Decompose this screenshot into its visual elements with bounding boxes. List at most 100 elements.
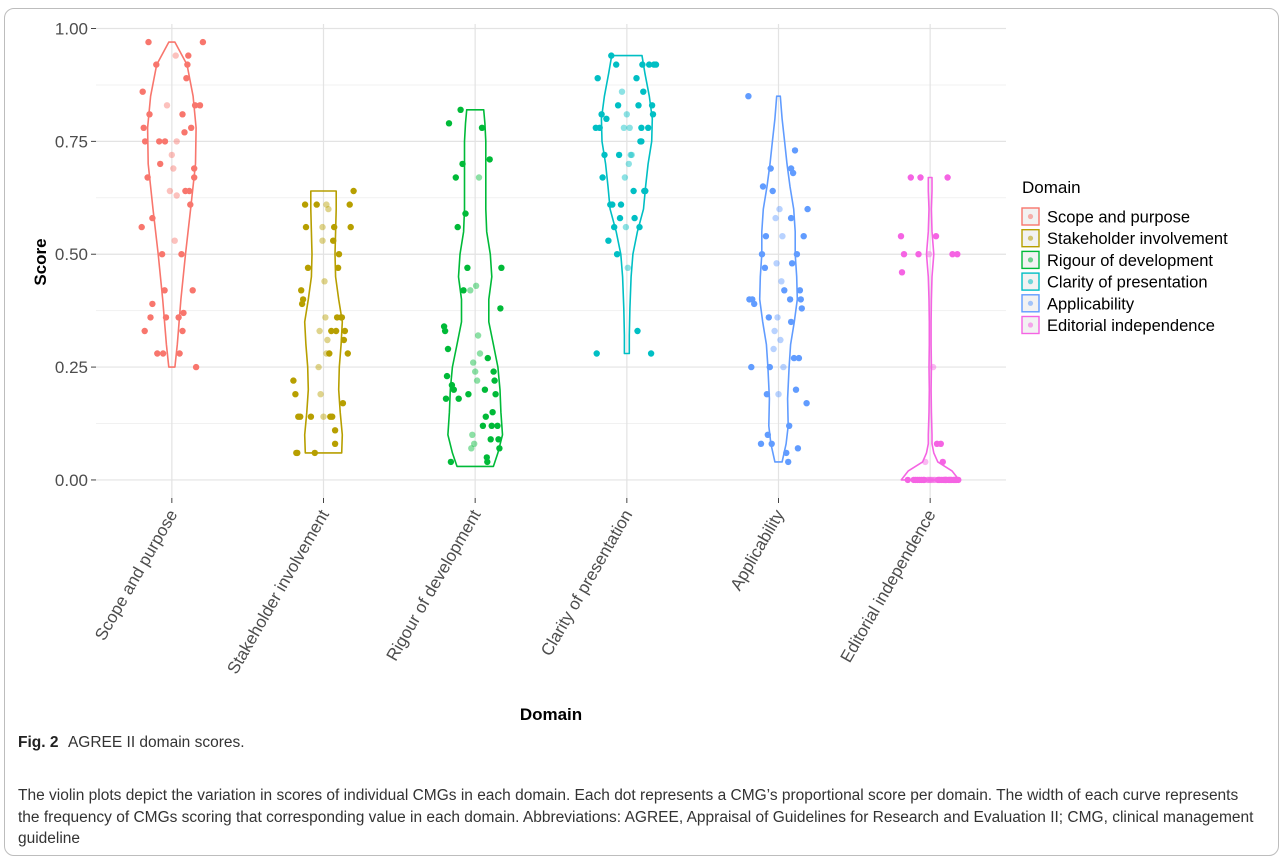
data-point [771,327,778,335]
x-axis: Scope and purpose Stakeholder involvement… [91,498,940,677]
data-point [487,436,494,443]
data-point [465,391,472,398]
data-point [304,264,312,271]
data-point [444,345,452,353]
legend-key-dot [1027,235,1034,241]
data-point [442,395,450,402]
legend-label: Editorial independence [1047,317,1215,335]
y-tick-label: 0.75 [55,132,88,151]
data-point [645,124,652,131]
data-point [328,327,335,335]
data-point [460,287,467,294]
data-point [292,391,299,398]
plot-panel [96,24,1006,498]
x-tick-label: Stakeholder involvement [223,506,333,677]
data-point [628,151,635,159]
data-point [290,377,297,384]
data-point [633,75,640,82]
y-tick-label: 0.00 [55,471,88,490]
data-point [770,345,777,353]
data-point [792,386,800,393]
data-point [191,102,199,109]
legend-title: Domain [1022,178,1081,197]
data-point [340,336,348,344]
data-point [299,296,307,303]
data-point [955,476,962,484]
data-point [153,61,160,68]
data-point [639,61,646,68]
data-point [764,431,771,438]
data-point [768,440,775,447]
data-point [140,124,147,131]
data-point [766,363,773,371]
data-point [495,436,502,443]
x-tick-label: Scope and purpose [91,507,181,644]
violin-layer [146,41,960,481]
data-point [484,354,491,362]
data-point [915,251,922,258]
data-point [334,264,342,271]
data-point [315,363,322,371]
data-point [445,120,453,127]
data-point [183,75,190,82]
data-point [335,251,343,258]
data-point [468,445,475,452]
data-point [649,111,657,118]
data-point [321,278,328,285]
data-point [898,269,906,276]
data-point [454,223,461,231]
data-point [762,233,770,240]
data-point [344,350,351,357]
data-point [475,174,483,181]
y-axis-title: Score [31,238,50,285]
data-point [179,327,186,335]
data-point [450,386,457,393]
data-point [928,476,936,484]
data-point [452,174,459,181]
data-point [317,391,324,398]
data-point [316,327,323,335]
data-point [623,111,630,118]
x-tick-label: Rigour of development [383,506,485,664]
data-point [917,174,924,181]
data-point [596,124,603,131]
data-point [927,476,934,484]
data-point [173,192,180,199]
data-point [781,287,788,294]
data-point [642,187,649,195]
data-point [447,458,455,466]
data-point [759,183,767,190]
data-point [322,314,329,321]
data-point [621,174,629,181]
data-point [748,363,755,371]
violin-chart: 0.00 0.25 0.50 0.75 1.00 Scope and purpose St… [31,20,1228,724]
data-point [298,287,305,294]
data-point [497,305,504,312]
data-point [472,368,479,375]
legend: Domain Scope and purpose Stakeholder invo… [1021,178,1228,335]
data-point [146,111,153,118]
data-point [490,368,497,375]
data-point [326,350,333,357]
data-point [154,350,161,357]
data-point [937,440,944,447]
data-point [944,174,951,181]
data-point [803,400,810,407]
data-point [496,445,503,452]
data-point [627,151,634,159]
data-point [486,156,493,163]
legend-key-dot [1027,257,1034,263]
data-point [178,251,185,258]
data-point [638,138,645,145]
data-point [196,102,204,109]
data-point [175,314,182,321]
data-point [161,138,169,145]
data-point [482,413,489,420]
data-point [464,264,471,271]
data-point [347,223,354,231]
data-point [796,287,804,294]
data-point [929,363,937,371]
data-point [652,61,660,68]
violin-3 [447,109,504,468]
data-point [787,214,795,222]
